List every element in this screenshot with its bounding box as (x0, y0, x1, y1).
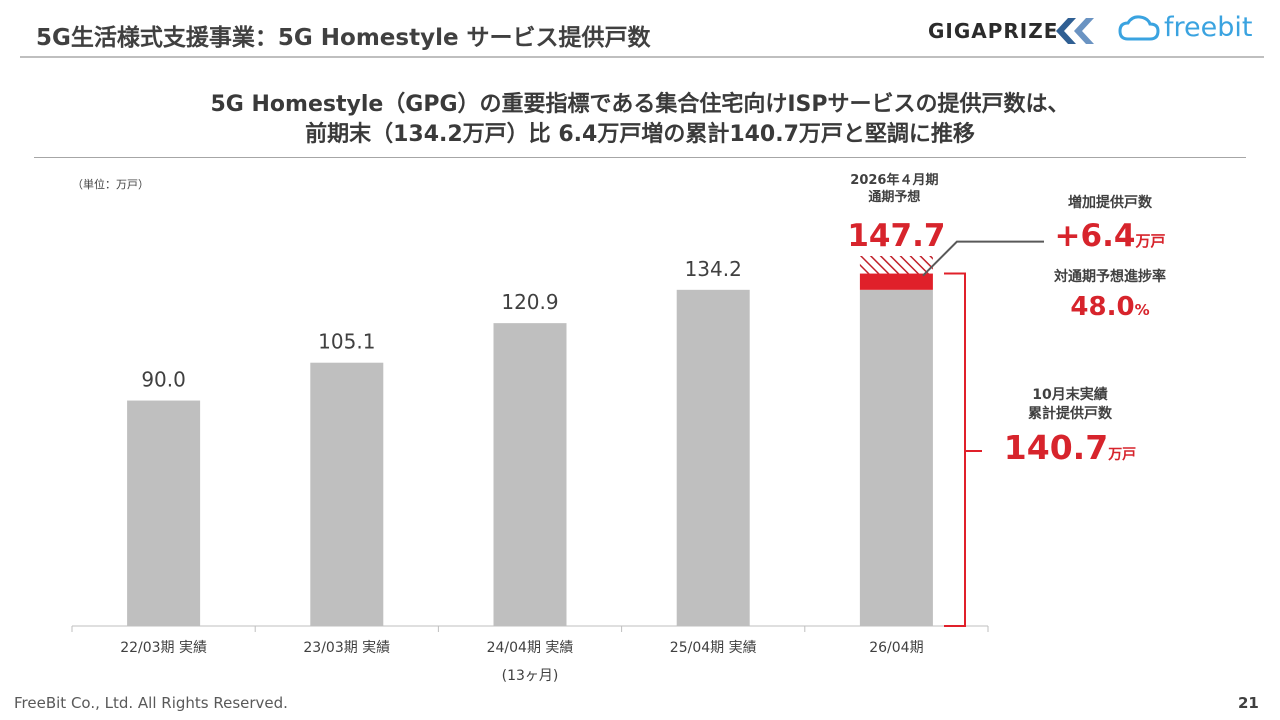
cumulative-figure: 140.7万戸 (990, 428, 1150, 467)
gigaprize-mark-icon (1054, 14, 1098, 52)
slide-title: 5G生活様式支援事業：5G Homestyle サービス提供戸数 (36, 25, 651, 51)
page-number: 21 (1238, 694, 1259, 712)
bar-1 (127, 400, 201, 626)
progress-figure: 48.0% (1030, 292, 1190, 322)
freebit-cloud-icon (1118, 14, 1160, 40)
forecast-segment (859, 256, 933, 274)
headline-line1: 5G Homestyle（GPG）の重要指標である集合住宅向けISPサービスの提… (210, 92, 1070, 117)
gigaprize-logo: GIGAPRIZE (928, 19, 1059, 43)
increase-figure: +6.4万戸 (1030, 218, 1190, 254)
x-tick-label: 26/04期 (869, 640, 923, 656)
bar-4 (676, 289, 750, 626)
bar-value-label: 90.0 (141, 368, 186, 392)
x-tick-label: 25/04期 実績 (670, 640, 757, 656)
cumulative-bracket (944, 272, 966, 627)
forecast-value-label: 147.7 (847, 218, 945, 254)
forecast-heading: 2026年４月期 (850, 172, 938, 188)
increase-value: +6.4 (1054, 218, 1136, 254)
freebit-logo-text: freebit (1164, 12, 1253, 43)
progress-title: 対通期予想進捗率 (1054, 269, 1166, 285)
increase-segment (859, 273, 933, 290)
increase-unit: 万戸 (1135, 232, 1166, 250)
cumulative-value: 140.7 (1003, 428, 1109, 467)
bar-value-label: 105.1 (318, 330, 375, 354)
x-tick-note: (13ヶ月) (502, 668, 559, 684)
unit-label: （単位：万戸） (72, 178, 149, 191)
x-tick-label: 22/03期 実績 (120, 640, 207, 656)
cumulative-title-line1: 10月末実績 (1032, 387, 1108, 403)
headline-divider (34, 157, 1246, 158)
x-tick-label: 24/04期 実績 (487, 640, 574, 656)
forecast-heading: 通期予想 (868, 189, 920, 205)
title-divider (20, 56, 1264, 58)
bar-2 (310, 362, 384, 626)
increase-leader-line (922, 240, 1044, 277)
bar-value-label: 120.9 (501, 290, 558, 314)
cumulative-title-line2: 累計提供戸数 (1028, 406, 1112, 422)
progress-value: 48.0 (1070, 292, 1135, 322)
cumulative-title: 10月末実績 累計提供戸数 (990, 386, 1150, 424)
increase-title: 増加提供戸数 (1068, 195, 1152, 211)
x-tick-label: 23/03期 実績 (303, 640, 390, 656)
bar-3 (493, 323, 567, 626)
bar-value-label: 134.2 (685, 257, 742, 281)
progress-unit: % (1134, 301, 1150, 319)
freebit-logo: freebit (1118, 12, 1252, 43)
headline-line2: 前期末（134.2万戸）比 6.4万戸増の累計140.7万戸と堅調に推移 (305, 122, 975, 147)
cumulative-unit: 万戸 (1108, 447, 1137, 463)
bar-5 (859, 289, 933, 626)
footer-copyright: FreeBit Co., Ltd. All Rights Reserved. (14, 694, 288, 712)
